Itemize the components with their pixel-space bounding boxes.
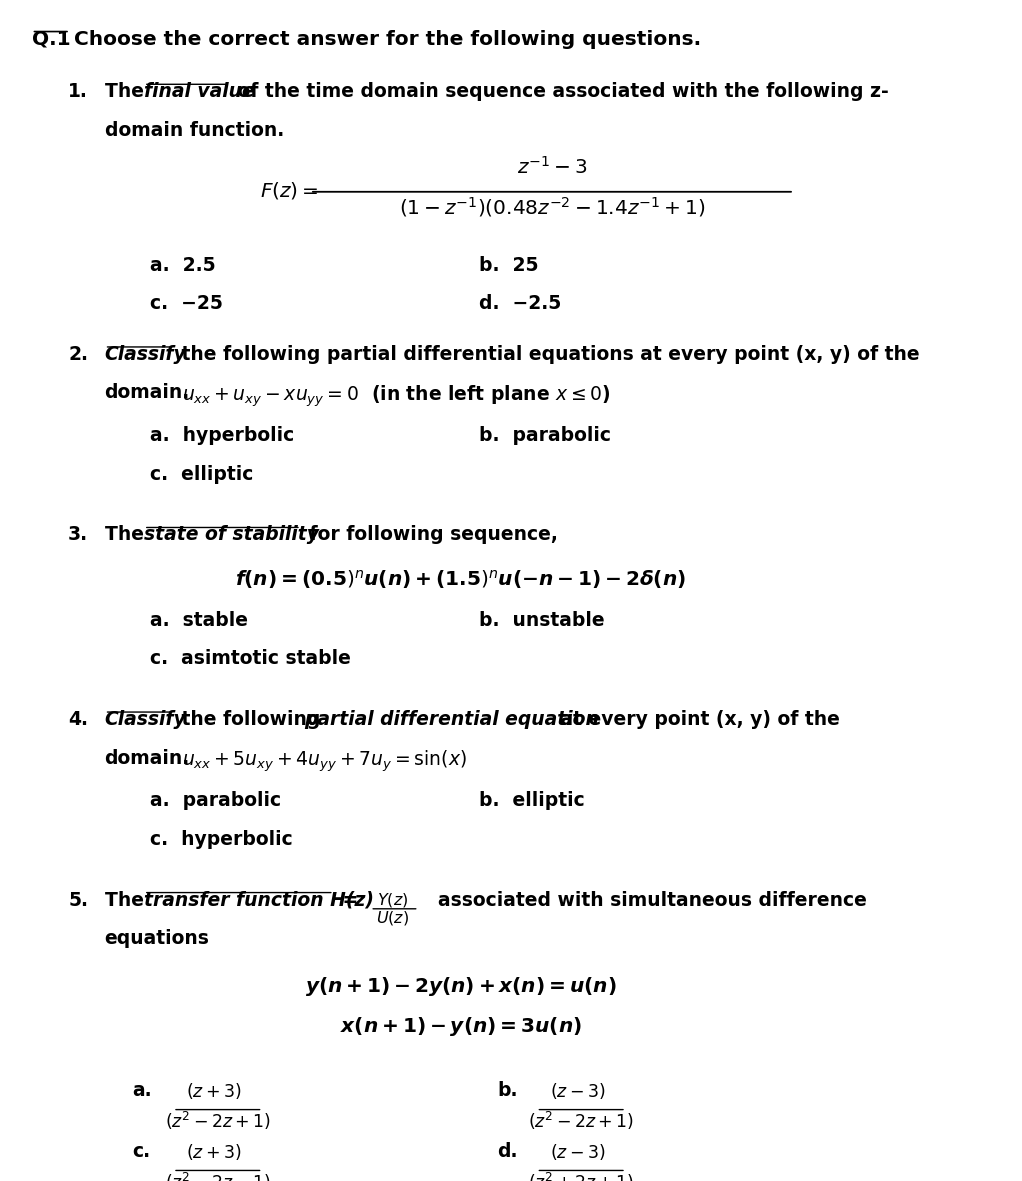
Text: $(z+3)$: $(z+3)$ bbox=[186, 1142, 242, 1162]
Text: Choose the correct answer for the following questions.: Choose the correct answer for the follow… bbox=[74, 30, 701, 48]
Text: the following: the following bbox=[175, 710, 327, 729]
Text: domain function.: domain function. bbox=[104, 120, 284, 139]
Text: partial differential equation: partial differential equation bbox=[305, 710, 600, 729]
Text: Classify: Classify bbox=[104, 345, 186, 364]
Text: a.  hyperbolic: a. hyperbolic bbox=[150, 426, 294, 445]
Text: d.: d. bbox=[497, 1142, 518, 1161]
Text: a.  parabolic: a. parabolic bbox=[150, 791, 281, 810]
Text: $(z+3)$: $(z+3)$ bbox=[186, 1082, 242, 1101]
Text: $(z-3)$: $(z-3)$ bbox=[550, 1082, 605, 1101]
Text: b.  unstable: b. unstable bbox=[479, 611, 605, 629]
Text: at every point (x, y) of the: at every point (x, y) of the bbox=[554, 710, 840, 729]
Text: The: The bbox=[104, 526, 150, 544]
Text: $\boldsymbol{x(n + 1) - y(n) = 3u(n)}$: $\boldsymbol{x(n + 1) - y(n) = 3u(n)}$ bbox=[339, 1016, 582, 1038]
Text: a.  2.5: a. 2.5 bbox=[150, 255, 216, 275]
Text: The: The bbox=[104, 890, 150, 909]
Text: The: The bbox=[104, 83, 150, 102]
Text: c.  asimtotic stable: c. asimtotic stable bbox=[150, 650, 352, 668]
Text: 1.: 1. bbox=[68, 83, 88, 102]
Text: c.  elliptic: c. elliptic bbox=[150, 464, 253, 483]
Text: Q.1: Q.1 bbox=[32, 30, 71, 48]
Text: domain.: domain. bbox=[104, 384, 190, 403]
Text: $u_{xx} + 5u_{xy} + 4u_{yy} + 7u_y = \sin(x)$: $u_{xx} + 5u_{xy} + 4u_{yy} + 7u_y = \si… bbox=[182, 749, 467, 774]
Text: $U(z)$: $U(z)$ bbox=[376, 909, 410, 927]
Text: $(z^2-2z-1)$: $(z^2-2z-1)$ bbox=[165, 1170, 271, 1181]
Text: d.  −2.5: d. −2.5 bbox=[479, 294, 561, 313]
Text: domain.: domain. bbox=[104, 749, 190, 768]
Text: $\boldsymbol{y(n + 1) - 2y(n) + x(n) = u(n)}$: $\boldsymbol{y(n + 1) - 2y(n) + x(n) = u… bbox=[305, 974, 616, 998]
Text: $z^{-1} - 3$: $z^{-1} - 3$ bbox=[516, 156, 588, 177]
Text: b.: b. bbox=[497, 1082, 518, 1101]
Text: b.  parabolic: b. parabolic bbox=[479, 426, 611, 445]
Text: the following partial differential equations at every point (x, y) of the: the following partial differential equat… bbox=[175, 345, 920, 364]
Text: c.: c. bbox=[132, 1142, 150, 1161]
Text: $Y(z)$: $Y(z)$ bbox=[377, 890, 409, 908]
Text: $(z^2-2z+1)$: $(z^2-2z+1)$ bbox=[165, 1110, 271, 1131]
Text: b.  elliptic: b. elliptic bbox=[479, 791, 585, 810]
Text: 3.: 3. bbox=[68, 526, 88, 544]
Text: $F(z) =$: $F(z) =$ bbox=[260, 180, 318, 201]
Text: 4.: 4. bbox=[68, 710, 88, 729]
Text: $\boldsymbol{f(n) = (0.5)^n u(n) + (1.5)^n u(-n-1) - 2\delta(n)}$: $\boldsymbol{f(n) = (0.5)^n u(n) + (1.5)… bbox=[235, 568, 686, 590]
Text: c.  hyperbolic: c. hyperbolic bbox=[150, 830, 293, 849]
Text: c.  −25: c. −25 bbox=[150, 294, 223, 313]
Text: transfer function H(z): transfer function H(z) bbox=[144, 890, 374, 909]
Text: Classify: Classify bbox=[104, 710, 186, 729]
Text: $u_{xx} + u_{xy} - xu_{yy} = 0$  (in the left plane $x \leq 0$): $u_{xx} + u_{xy} - xu_{yy} = 0$ (in the … bbox=[182, 384, 610, 409]
Text: $(z^2-2z+1)$: $(z^2-2z+1)$ bbox=[528, 1110, 635, 1131]
Text: state of stability: state of stability bbox=[144, 526, 319, 544]
Text: $(z^2+2z+1)$: $(z^2+2z+1)$ bbox=[528, 1170, 635, 1181]
Text: for following sequence,: for following sequence, bbox=[303, 526, 558, 544]
Text: equations: equations bbox=[104, 929, 210, 948]
Text: 5.: 5. bbox=[68, 890, 88, 909]
Text: final value: final value bbox=[144, 83, 254, 102]
Text: associated with simultaneous difference: associated with simultaneous difference bbox=[425, 890, 867, 909]
Text: b.  25: b. 25 bbox=[479, 255, 539, 275]
Text: a.  stable: a. stable bbox=[150, 611, 248, 629]
Text: $(z-3)$: $(z-3)$ bbox=[550, 1142, 605, 1162]
Text: of the time domain sequence associated with the following z-: of the time domain sequence associated w… bbox=[231, 83, 888, 102]
Text: =: = bbox=[335, 890, 364, 909]
Text: a.: a. bbox=[132, 1082, 151, 1101]
Text: 2.: 2. bbox=[68, 345, 88, 364]
Text: $(1 - z^{-1})(0.48z^{-2} - 1.4z^{-1} + 1)$: $(1 - z^{-1})(0.48z^{-2} - 1.4z^{-1} + 1… bbox=[399, 195, 705, 218]
